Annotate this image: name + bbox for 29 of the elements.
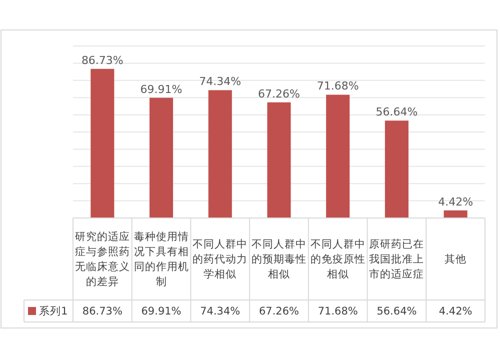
data-label: 4.42% xyxy=(438,306,472,318)
x-tick-label: 毒种使用情况下具有相同的作用机制 xyxy=(134,230,189,288)
text: 69.91% xyxy=(140,82,182,96)
text: 4.42% xyxy=(438,195,474,208)
text: 74.34% xyxy=(199,75,242,88)
text: 71.68% xyxy=(316,80,359,93)
text: 67.26% xyxy=(258,87,300,100)
data-label: 74.34% xyxy=(200,306,240,318)
data-label: 69.91% xyxy=(141,306,182,318)
x-tick-label: 不同人群中的免疫原性相似 xyxy=(310,238,366,281)
bar xyxy=(90,68,114,218)
x-tick-label: 原研药已在我国批准上市的适应症 xyxy=(369,238,424,281)
bar xyxy=(150,98,174,218)
data-label: 67.26% xyxy=(258,306,300,318)
x-tick-label: 其他 xyxy=(444,252,467,266)
bar xyxy=(326,94,350,218)
data-label: 56.64% xyxy=(376,306,417,318)
x-tick-label: 研究的适应症与参照药无临床意义的差异 xyxy=(74,230,130,288)
text: 56.64% xyxy=(376,106,418,119)
bar xyxy=(444,210,468,218)
data-label: 71.68% xyxy=(318,306,358,318)
bar xyxy=(384,120,408,218)
data-label: 86.73% xyxy=(82,306,122,318)
bar xyxy=(267,102,291,218)
x-tick-label: 不同人群中的药代动力学相似 xyxy=(192,238,248,281)
x-tick-label: 不同人群中的预期毒性相似 xyxy=(252,238,306,281)
bar xyxy=(208,90,232,218)
text: 86.73% xyxy=(81,54,124,67)
legend-label: 系列1 xyxy=(39,304,68,318)
